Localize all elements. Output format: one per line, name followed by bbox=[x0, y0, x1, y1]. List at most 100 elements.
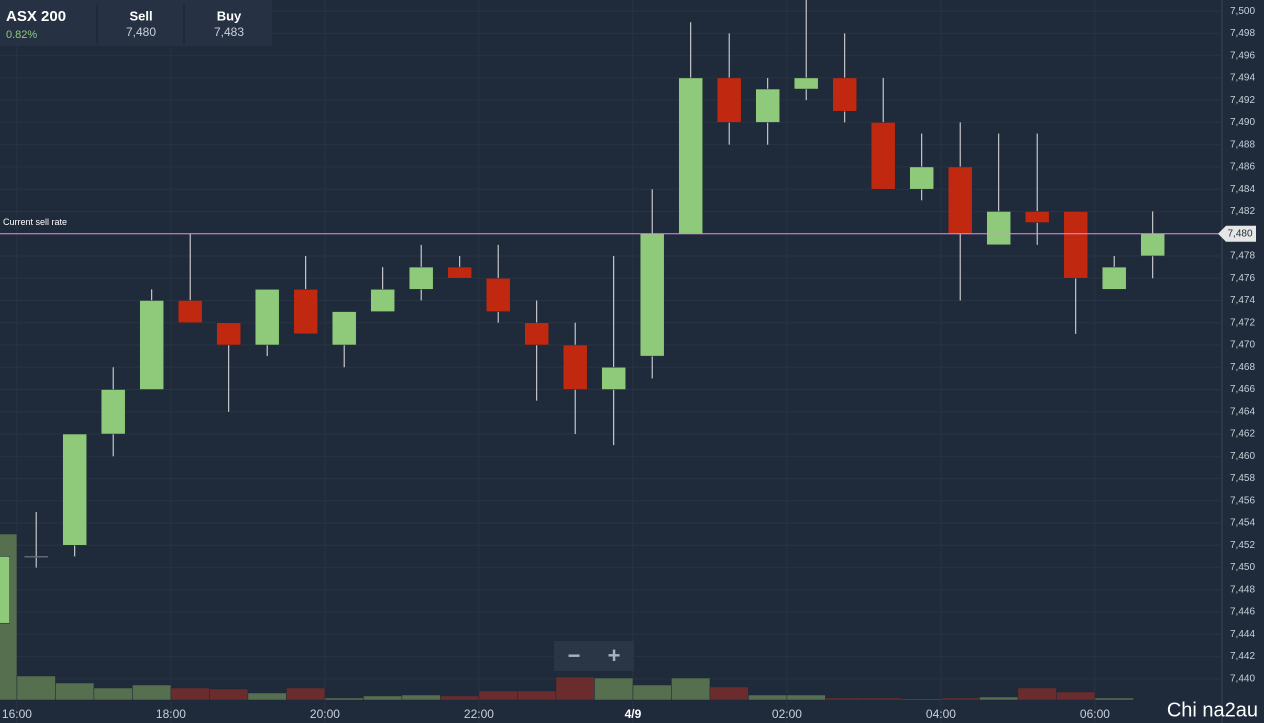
y-tick-label: 7,490 bbox=[1230, 117, 1255, 128]
y-tick-label: 7,454 bbox=[1230, 518, 1255, 529]
candle-body bbox=[909, 166, 934, 190]
y-tick-label: 7,460 bbox=[1230, 451, 1255, 462]
x-tick-label: 18:00 bbox=[156, 707, 186, 721]
volume-bar bbox=[825, 697, 865, 701]
candle-body bbox=[832, 77, 857, 112]
candle-body bbox=[639, 233, 665, 357]
y-tick-label: 7,498 bbox=[1230, 28, 1255, 39]
y-tick-label: 7,486 bbox=[1230, 162, 1255, 173]
y-tick-label: 7,446 bbox=[1230, 607, 1255, 618]
volume-bar bbox=[286, 687, 326, 701]
candle-body bbox=[562, 344, 588, 390]
volume-bar bbox=[16, 675, 56, 701]
y-tick-label: 7,456 bbox=[1230, 495, 1255, 506]
y-tick-label: 7,496 bbox=[1230, 50, 1255, 61]
y-tick-label: 7,484 bbox=[1230, 184, 1255, 195]
volume-bar bbox=[1056, 691, 1096, 701]
volume-bar bbox=[709, 686, 749, 701]
volume-bar bbox=[93, 687, 133, 701]
y-tick-label: 7,478 bbox=[1230, 251, 1255, 262]
y-tick-label: 7,440 bbox=[1230, 673, 1255, 684]
volume-bar bbox=[748, 694, 788, 701]
quote-panel bbox=[0, 0, 272, 46]
y-tick-label: 7,488 bbox=[1230, 139, 1255, 150]
candle-body bbox=[601, 366, 626, 390]
candle-body bbox=[447, 266, 472, 279]
volume-bar bbox=[363, 695, 403, 701]
zoom-in[interactable]: + bbox=[608, 643, 621, 668]
candle-body bbox=[216, 322, 241, 346]
candle-body bbox=[870, 122, 896, 190]
volume-bar bbox=[555, 676, 595, 701]
x-tick-label: 16:00 bbox=[2, 707, 32, 721]
y-tick-label: 7,472 bbox=[1230, 317, 1255, 328]
candle-body bbox=[485, 277, 511, 312]
volume-bar bbox=[786, 694, 826, 701]
volume-bar bbox=[55, 682, 95, 701]
current-rate-label: Current sell rate bbox=[3, 217, 67, 227]
watermark: Chi na2au bbox=[1167, 699, 1258, 721]
candle-body bbox=[331, 311, 357, 346]
volume-bar bbox=[671, 677, 711, 701]
y-tick-label: 7,444 bbox=[1230, 629, 1255, 640]
volume-bar bbox=[979, 696, 1019, 701]
candle-body bbox=[62, 433, 87, 546]
volume-bar bbox=[170, 687, 210, 701]
price-tag bbox=[1218, 225, 1256, 242]
y-tick-label: 7,482 bbox=[1230, 206, 1255, 217]
y-tick-label: 7,448 bbox=[1230, 584, 1255, 595]
zoom-out[interactable]: − bbox=[568, 643, 581, 668]
candle-body bbox=[293, 289, 318, 335]
candle-body bbox=[139, 300, 164, 390]
candle-body bbox=[947, 166, 973, 234]
instrument: ASX 200 bbox=[6, 8, 66, 25]
candle-body bbox=[678, 77, 703, 234]
candle-body bbox=[23, 556, 49, 558]
y-tick-label: 7,500 bbox=[1230, 6, 1255, 17]
candle-body bbox=[1140, 233, 1165, 257]
volume-bar bbox=[902, 698, 942, 701]
volume-bar bbox=[594, 677, 634, 701]
candle-body bbox=[1101, 266, 1127, 290]
candle-body bbox=[524, 322, 549, 346]
sell-label: Sell bbox=[129, 8, 152, 23]
sell-price[interactable]: 7,480 bbox=[126, 25, 156, 39]
y-tick-label: 7,452 bbox=[1230, 540, 1255, 551]
volume-bar bbox=[209, 688, 249, 701]
buy-price[interactable]: 7,483 bbox=[214, 25, 244, 39]
price-tag-label: 7,480 bbox=[1227, 228, 1252, 239]
volume-bar bbox=[517, 690, 557, 701]
volume-bar bbox=[401, 694, 441, 701]
y-tick-label: 7,474 bbox=[1230, 295, 1255, 306]
candle-body bbox=[1063, 211, 1088, 279]
candle-body bbox=[755, 88, 780, 123]
volume-bar bbox=[863, 697, 903, 701]
x-tick-label: 02:00 bbox=[772, 707, 802, 721]
y-tick-label: 7,442 bbox=[1230, 651, 1255, 662]
candle-body bbox=[100, 389, 126, 435]
volume-bar bbox=[940, 697, 980, 701]
y-tick-label: 7,492 bbox=[1230, 95, 1255, 106]
candle-body bbox=[793, 77, 819, 90]
buy-label: Buy bbox=[217, 8, 242, 23]
x-tick-label: 4/9 bbox=[625, 707, 642, 721]
candle-body bbox=[254, 289, 280, 346]
volume-bar bbox=[324, 697, 364, 701]
change: 0.82% bbox=[6, 29, 37, 41]
y-tick-label: 7,476 bbox=[1230, 273, 1255, 284]
x-tick-label: 22:00 bbox=[464, 707, 494, 721]
candle-body bbox=[408, 266, 434, 290]
volume-bar bbox=[132, 684, 172, 701]
y-tick-label: 7,470 bbox=[1230, 340, 1255, 351]
y-tick-label: 7,494 bbox=[1230, 73, 1255, 84]
volume-bar bbox=[632, 684, 672, 701]
candle-body bbox=[986, 211, 1011, 246]
volume-bar bbox=[1094, 697, 1134, 701]
y-tick-label: 7,462 bbox=[1230, 429, 1255, 440]
volume-bar bbox=[478, 690, 518, 701]
y-tick-label: 7,464 bbox=[1230, 406, 1255, 417]
y-tick-label: 7,468 bbox=[1230, 362, 1255, 373]
y-tick-label: 7,458 bbox=[1230, 473, 1255, 484]
y-tick-label: 7,466 bbox=[1230, 384, 1255, 395]
